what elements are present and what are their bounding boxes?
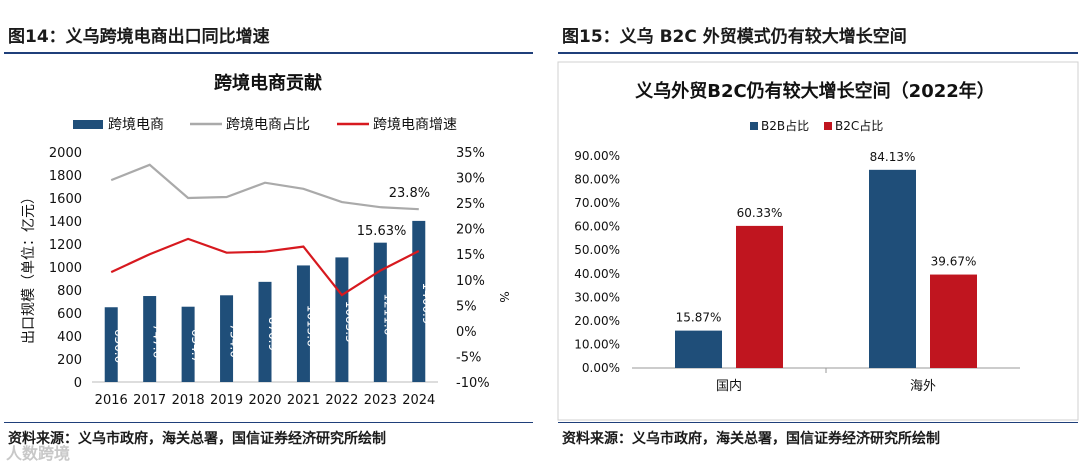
bar-B2B占比-国内 xyxy=(675,330,722,368)
y2-tick-label: 15% xyxy=(456,248,485,263)
bar-value-label: 1400.9 xyxy=(420,282,434,324)
y2-tick-label: 30% xyxy=(456,172,485,187)
right-bottom-rule xyxy=(558,422,1078,423)
y-tick-label: 20.00% xyxy=(574,314,620,328)
y-tick-label: 0.00% xyxy=(582,361,620,375)
legend-label-share: 跨境电商占比 xyxy=(226,117,310,133)
y-tick-label: 30.00% xyxy=(574,290,620,304)
right-figure: 图15：义乌 B2C 外贸模式仍有较大增长空间 义乌外贸B2C仍有较大增长空间（… xyxy=(550,0,1080,465)
bar-2024 xyxy=(412,220,426,382)
bar-B2C占比-海外 xyxy=(930,274,977,368)
bar-B2B占比-海外 xyxy=(869,169,916,368)
legend-label-b2c: B2C占比 xyxy=(835,118,883,133)
left-figure-title: 图14：义乌跨境电商出口同比增速 xyxy=(8,27,270,47)
x-tick-label: 2024 xyxy=(402,393,435,408)
y-tick-label: 40.00% xyxy=(574,267,620,281)
bar-value-label: 1211.6 xyxy=(381,293,395,335)
y2-tick-label: 25% xyxy=(456,197,485,212)
bar-2017 xyxy=(143,296,157,382)
y-tick-label: 1000 xyxy=(49,261,82,276)
bar-2018 xyxy=(181,306,195,382)
line-share xyxy=(110,163,419,211)
bar-value-label: 870.9 xyxy=(266,317,280,351)
bar-value-label: 650.0 xyxy=(112,329,126,363)
x-tick-label: 2018 xyxy=(172,393,205,408)
legend-label-b2b: B2B占比 xyxy=(761,118,809,133)
chart-title: 跨境电商贡献 xyxy=(214,72,322,94)
legend-label-bar: 跨境电商 xyxy=(108,117,164,133)
right-figure-title: 图15：义乌 B2C 外贸模式仍有较大增长空间 xyxy=(562,27,907,47)
x-tick-label: 2017 xyxy=(133,393,166,408)
y-tick-label: 1800 xyxy=(49,169,82,184)
y-tick-label: 200 xyxy=(57,353,82,368)
left-bottom-rule xyxy=(4,422,533,423)
x-tick-label: 2020 xyxy=(248,393,281,408)
bar-2016 xyxy=(104,307,118,382)
y-tick-label: 1600 xyxy=(49,192,82,207)
left-title-rule xyxy=(4,52,533,54)
bar-value-label: 60.33% xyxy=(737,206,783,220)
y-tick-label: 70.00% xyxy=(574,196,620,210)
bar-value-label: 1083.5 xyxy=(343,301,357,343)
y2-tick-label: 10% xyxy=(456,274,485,289)
legend-swatch-b2c xyxy=(824,122,832,130)
y-tick-label: 1400 xyxy=(49,215,82,230)
y-tick-label: 60.00% xyxy=(574,220,620,234)
bar-value-label: 15.87% xyxy=(676,311,722,325)
b2c-share-chart: 义乌外贸B2C仍有较大增长空间（2022年） B2B占比 B2C占比 0.00% 10.… xyxy=(557,61,1079,421)
y2-tick-label: 5% xyxy=(456,299,477,314)
bar-value-label: 747.6 xyxy=(151,324,165,358)
y-tick-label: 50.00% xyxy=(574,243,620,257)
bar-value-label: 654.7 xyxy=(189,329,203,363)
annotation-share-2024: 23.8% xyxy=(389,186,430,201)
x-tick-label: 2016 xyxy=(95,393,128,408)
x-tick-label: 2021 xyxy=(287,393,320,408)
x-tick-label: 海外 xyxy=(910,379,936,394)
left-figure: 图14：义乌跨境电商出口同比增速 跨境电商贡献跨境电商 跨境电商占比 跨境电商增速 0… xyxy=(0,0,535,465)
legend-label-growth: 跨境电商增速 xyxy=(373,117,457,133)
bar-2023 xyxy=(373,242,387,382)
y-tick-label: 1200 xyxy=(49,238,82,253)
y-tick-label: 90.00% xyxy=(574,149,620,163)
y2-axis-title: % xyxy=(497,291,511,302)
x-tick-label: 国内 xyxy=(716,378,742,394)
x-tick-label: 2019 xyxy=(210,393,243,408)
y-tick-label: 0 xyxy=(74,376,82,391)
plot-frame xyxy=(557,61,1079,421)
bar-value-label: 1013.6 xyxy=(304,305,318,347)
y-axis-title: 出口规模（单位：亿元） xyxy=(21,190,37,344)
y2-tick-label: -5% xyxy=(456,350,481,365)
bar-B2C占比-国内 xyxy=(736,225,783,368)
y-tick-label: 600 xyxy=(57,307,82,322)
annotation-growth-2024: 15.63% xyxy=(357,224,407,239)
line-growth xyxy=(110,237,420,297)
y-tick-label: 80.00% xyxy=(574,173,620,187)
watermark-text: 人数跨境 xyxy=(6,444,71,463)
bar-2019 xyxy=(220,295,234,382)
right-source: 资料来源：义乌市政府，海关总署，国信证券经济研究所绘制 xyxy=(562,431,940,447)
legend-swatch-bar xyxy=(73,120,103,129)
legend-swatch-b2b xyxy=(750,122,758,130)
bar-value-label: 39.67% xyxy=(931,255,977,269)
right-title-rule xyxy=(558,52,1078,54)
y-tick-label: 2000 xyxy=(49,146,82,161)
bar-2020 xyxy=(258,281,272,382)
bar-2022 xyxy=(335,257,349,382)
y-tick-label: 10.00% xyxy=(574,337,620,351)
bar-value-label: 754.0 xyxy=(228,323,242,357)
x-tick-label: 2022 xyxy=(325,393,358,408)
left-source: 资料来源：义乌市政府，海关总署，国信证券经济研究所绘制 xyxy=(8,431,386,447)
y2-tick-label: 20% xyxy=(456,223,485,238)
y2-tick-label: 0% xyxy=(456,325,477,340)
y2-tick-label: 35% xyxy=(456,146,485,161)
y-tick-label: 800 xyxy=(57,284,82,299)
y2-tick-label: -10% xyxy=(456,376,490,391)
chart-title: 义乌外贸B2C仍有较大增长空间（2022年） xyxy=(635,80,995,102)
y-tick-label: 400 xyxy=(57,330,82,345)
bar-2021 xyxy=(296,265,310,382)
bar-value-label: 84.13% xyxy=(870,150,916,164)
x-tick-label: 2023 xyxy=(364,393,397,408)
